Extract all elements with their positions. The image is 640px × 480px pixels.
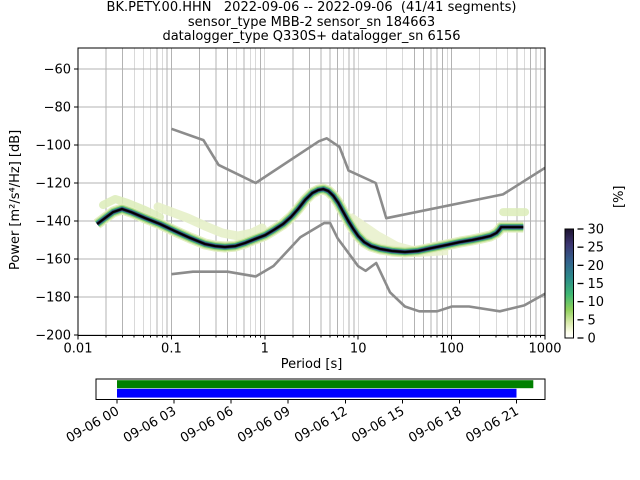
x-tick-labels: 0.01 0.1 1 10 100 1000 (64, 342, 562, 357)
colorbar-tick-label: 15 (588, 277, 605, 292)
colorbar-tick-label: 0 (588, 332, 596, 347)
colorbar-tick-label: 20 (588, 259, 605, 274)
colorbar-ticks: 0 5 10 15 20 25 30 (577, 223, 605, 347)
x-tick-label: 0.1 (161, 342, 182, 357)
y-tick-label: −80 (44, 101, 71, 116)
title-line-1: BK.PETY.00.HHN 2022-09-06 -- 2022-09-06 … (106, 0, 517, 15)
histogram-diffuse (99, 195, 164, 221)
psd-data-layer (93, 127, 545, 313)
x-tick-label: 100 (439, 342, 464, 357)
timeline-tick-label: 09-06 03 (121, 404, 179, 446)
colorbar-gradient (564, 228, 574, 339)
timeline-tick-label: 09-06 12 (292, 404, 350, 446)
timeline-coverage-bar (117, 380, 534, 389)
timeline-tick-label: 09-06 06 (178, 404, 236, 446)
title-line-2: sensor_type MBB-2 sensor_sn 184663 (187, 14, 436, 30)
title-line-3: datalogger_type Q330S+ datalogger_sn 615… (162, 29, 461, 44)
x-tick-label: 1000 (528, 342, 561, 357)
x-tick-label: 10 (350, 342, 367, 357)
colorbar-tick-label: 30 (588, 223, 605, 238)
plot-title: BK.PETY.00.HHN 2022-09-06 -- 2022-09-06 … (78, 0, 545, 45)
nlnm-curve (171, 221, 545, 313)
y-tick-label: −160 (35, 253, 71, 268)
timeline-tick-label: 09-06 00 (64, 404, 122, 446)
colorbar-tick-label: 10 (588, 295, 605, 310)
y-axis-label: Power [m²/s⁴/Hz] [dB] (8, 129, 23, 270)
timeline-tick-label: 09-06 15 (349, 404, 407, 446)
grid (77, 48, 546, 336)
y-tick-label: −200 (35, 329, 71, 344)
tick-marks (74, 68, 546, 340)
colorbar-tick-label: 25 (588, 241, 605, 256)
timeline-tick-label: 09-06 09 (235, 404, 293, 446)
y-tick-label: −140 (35, 215, 71, 230)
axes-box (77, 47, 546, 337)
y-tick-label: −180 (35, 291, 71, 306)
timeline-tick-label: 09-06 21 (463, 404, 521, 446)
histogram-diffuse (153, 202, 267, 241)
timeline-segments-bar (117, 388, 517, 398)
y-tick-labels: −60 −80 −100 −120 −140 −160 −180 −200 (35, 63, 71, 344)
timeline-tick-label: 09-06 18 (406, 404, 464, 446)
y-tick-label: −60 (44, 63, 71, 78)
x-tick-label: 0.01 (64, 342, 93, 357)
colorbar-label: [%] (612, 185, 627, 209)
x-axis-label: Period [s] (280, 357, 343, 372)
nhnm-curve (170, 127, 545, 220)
x-tick-label: 1 (261, 342, 269, 357)
colorbar-tick-label: 5 (588, 313, 596, 328)
psd-mode-line (96, 188, 524, 253)
y-tick-label: −100 (35, 139, 71, 154)
y-tick-label: −120 (35, 177, 71, 192)
